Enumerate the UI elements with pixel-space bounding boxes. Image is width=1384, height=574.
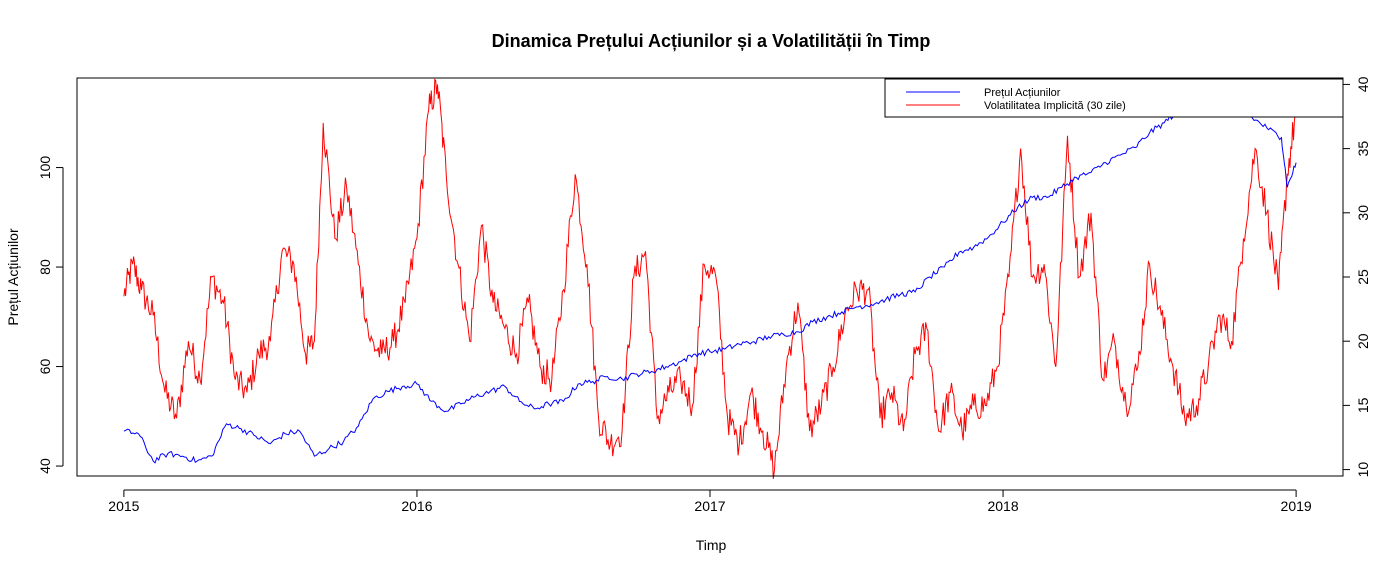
y-tick-label: 60 bbox=[37, 359, 53, 375]
plot-layer bbox=[123, 78, 1297, 479]
x-tick-label: 2018 bbox=[987, 498, 1018, 514]
x-tick-label: 2016 bbox=[401, 498, 432, 514]
y-tick-label: 100 bbox=[37, 156, 53, 180]
legend-box bbox=[884, 78, 1344, 118]
y-tick-label: 40 bbox=[37, 458, 53, 474]
x-tick-label: 2017 bbox=[694, 498, 725, 514]
chart-title: Dinamica Prețului Acțiunilor și a Volati… bbox=[492, 31, 931, 51]
y2-tick-label: 25 bbox=[1355, 269, 1371, 285]
y2-tick-label: 30 bbox=[1355, 205, 1371, 221]
plot-frame bbox=[76, 77, 1344, 477]
y2-tick-label: 10 bbox=[1355, 462, 1371, 478]
x-tick-label: 2019 bbox=[1281, 498, 1312, 514]
legend: Prețul Acțiunilor Volatilitatea Implicit… bbox=[884, 78, 1344, 118]
x-axis-label: Timp bbox=[696, 537, 727, 553]
y2-tick-label: 15 bbox=[1355, 397, 1371, 413]
series-line-volatility bbox=[123, 78, 1297, 479]
y2-tick-label: 35 bbox=[1355, 141, 1371, 157]
y-tick-label: 80 bbox=[37, 259, 53, 275]
y2-tick-label: 40 bbox=[1355, 76, 1371, 92]
series-line-price bbox=[123, 93, 1297, 464]
legend-label-price: Prețul Acțiunilor bbox=[984, 87, 1061, 99]
y2-tick-label: 20 bbox=[1355, 333, 1371, 349]
legend-label-volatility: Volatilitatea Implicită (30 zile) bbox=[984, 100, 1126, 112]
y-axis-label: Prețul Acțiunilor bbox=[5, 228, 21, 326]
x-tick-label: 2015 bbox=[108, 498, 139, 514]
